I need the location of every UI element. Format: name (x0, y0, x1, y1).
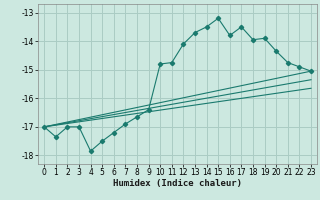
X-axis label: Humidex (Indice chaleur): Humidex (Indice chaleur) (113, 179, 242, 188)
